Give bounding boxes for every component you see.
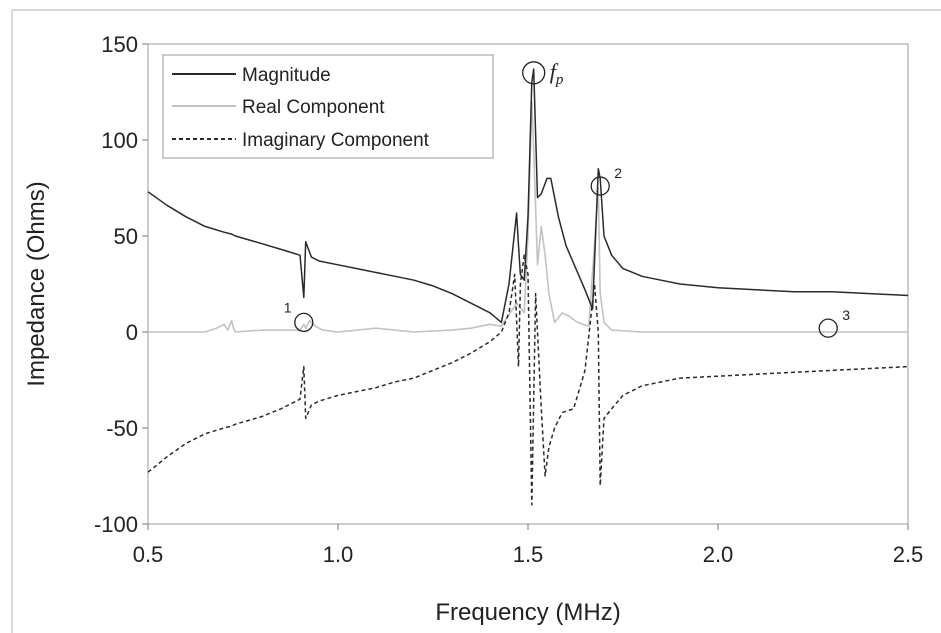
y-axis-title: Impedance (Ohms) [23,181,50,386]
series-layer [147,68,909,506]
series-line-magnitude [147,68,909,324]
y-tick-label: 150 [101,32,138,57]
legend: Magnitude Real Component Imaginary Compo… [162,54,494,159]
axes-layer: 0.5 1.0 1.5 2.0 2.5 -100 -50 0 50 100 150 [94,32,923,567]
annotation-label-main: f [550,59,559,84]
annotation-circle [294,312,314,333]
y-tick-label: 100 [101,128,138,153]
y-tick-label: -100 [94,512,138,537]
legend-label-real: Real Component [242,97,385,118]
x-tick-label: 2.5 [893,542,924,567]
series-line-imaginary-component [147,254,909,506]
legend-label-imaginary: Imaginary Component [242,130,430,151]
annotation-circle [590,176,610,196]
annotation-label: fp [550,59,564,88]
x-tick-label: 1.5 [513,542,544,567]
y-tick-label: 50 [114,224,138,249]
annotation-circle [818,318,838,338]
annotation-label: 2 [614,165,622,181]
x-tick-label: 2.0 [703,542,734,567]
x-tick-label: 0.5 [133,542,164,567]
y-tick-label: 0 [126,320,138,345]
annotation-label: 3 [842,307,850,323]
annotation-label: 1 [284,299,292,315]
y-tick-label: -50 [106,416,138,441]
x-tick-label: 1.0 [323,542,354,567]
x-axis-title: Frequency (MHz) [435,599,620,626]
annotation-layer: 1 2 3 fp [284,59,850,338]
annotation-label-subscript: p [555,72,564,88]
series-line-real-component [148,100,908,333]
legend-label-magnitude: Magnitude [242,65,331,86]
annotation-circle [522,61,546,85]
